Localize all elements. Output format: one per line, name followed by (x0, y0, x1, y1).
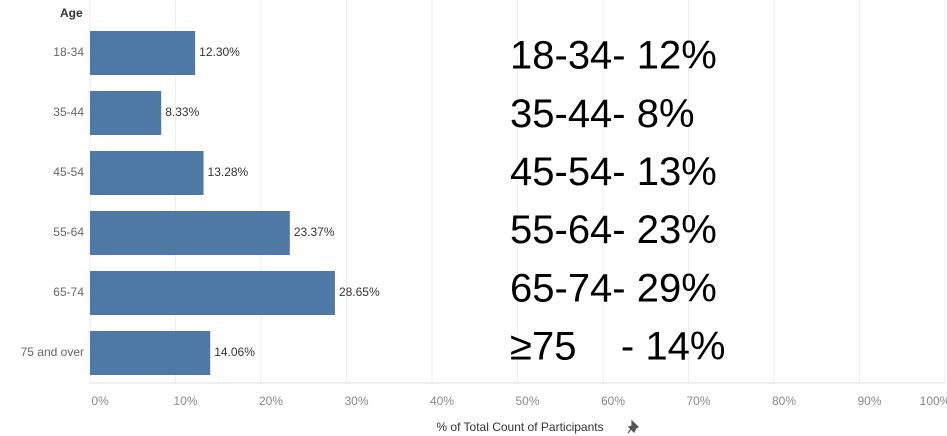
x-tick-label: 10% (173, 394, 197, 408)
value-label: 23.37% (294, 225, 335, 239)
y-tick-label: 65-74 (53, 285, 84, 299)
value-label: 12.30% (199, 45, 240, 59)
annotation: 18-34- 12% (510, 34, 717, 78)
y-tick-label: 55-64 (53, 225, 84, 239)
bar (90, 331, 211, 375)
annotation: 55-64- 23% (510, 208, 717, 252)
bar (90, 151, 204, 195)
y-tick-label: 18-34 (53, 45, 84, 59)
x-tick-label: 60% (601, 394, 625, 408)
x-tick-label: 30% (344, 394, 368, 408)
bar (90, 271, 335, 315)
annotation: 65-74- 29% (510, 266, 717, 310)
x-tick-label: 50% (515, 394, 539, 408)
x-tick-label: 20% (259, 394, 283, 408)
pin-icon (627, 419, 640, 434)
value-label: 14.06% (214, 345, 255, 359)
annotation: ≥75 - 14% (510, 325, 725, 369)
bar (90, 91, 162, 135)
value-label: 13.28% (208, 165, 249, 179)
bar (90, 211, 290, 255)
x-tick-label: 70% (686, 394, 710, 408)
bar (90, 31, 196, 75)
x-tick-label: 80% (772, 394, 796, 408)
x-tick-label: 40% (430, 394, 454, 408)
y-axis-title: Age (60, 6, 83, 20)
annotation: 35-44- 8% (510, 92, 695, 136)
y-tick-label: 35-44 (53, 105, 84, 119)
annotation: 45-54- 13% (510, 150, 717, 194)
y-tick-label: 45-54 (53, 165, 84, 179)
x-tick-label: 0% (91, 394, 109, 408)
value-label: 28.65% (339, 285, 380, 299)
x-axis-title: % of Total Count of Participants (436, 420, 603, 434)
x-tick-label: 90% (857, 394, 881, 408)
value-label: 8.33% (165, 105, 199, 119)
x-tick-label: 100% (920, 394, 947, 408)
y-tick-label: 75 and over (21, 345, 84, 359)
